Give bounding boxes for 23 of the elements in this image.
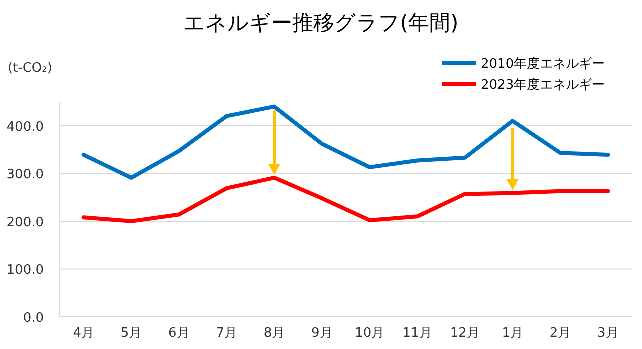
line-series <box>82 176 610 224</box>
y-axis-title: (t-CO₂) <box>8 61 52 76</box>
x-tick-label: 4月 <box>73 326 94 341</box>
chart-title: エネルギー推移グラフ(年間) <box>183 11 459 35</box>
x-tick-label: 9月 <box>312 326 333 341</box>
y-tick-label: 100.0 <box>6 263 44 278</box>
line-series <box>82 104 610 180</box>
y-tick-label: 0.0 <box>23 311 44 326</box>
x-tick-label: 1月 <box>502 326 524 341</box>
legend-label: 2010年度エネルギー <box>481 56 606 72</box>
x-tick-label: 7月 <box>216 326 238 341</box>
x-tick-label: 11月 <box>402 326 432 341</box>
x-tick-label: 5月 <box>120 326 142 341</box>
legend-label: 2023年度エネルギー <box>481 77 606 93</box>
x-tick-label: 6月 <box>168 326 190 341</box>
x-tick-label: 10月 <box>355 326 385 341</box>
y-tick-label: 200.0 <box>6 215 44 230</box>
x-tick-label: 12月 <box>450 326 480 341</box>
x-tick-label: 8月 <box>264 326 286 341</box>
y-tick-label: 300.0 <box>6 168 44 183</box>
y-tick-label: 400.0 <box>6 120 44 135</box>
x-tick-label: 3月 <box>598 326 619 341</box>
x-tick-label: 2月 <box>550 326 572 341</box>
